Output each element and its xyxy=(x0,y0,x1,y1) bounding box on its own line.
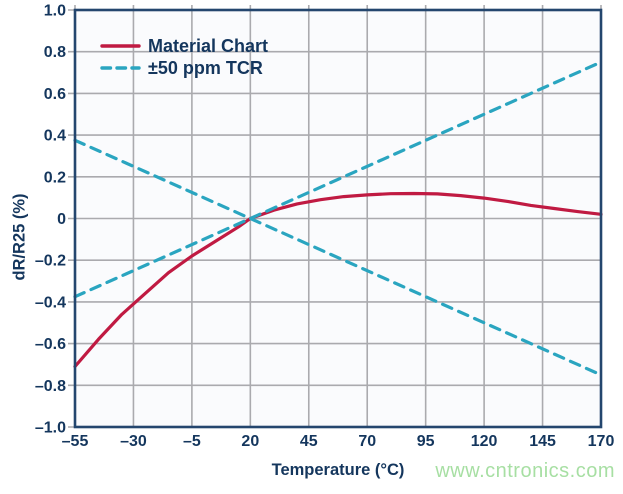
x-axis-title: Temperature (°C) xyxy=(271,461,405,479)
series-material-chart xyxy=(73,191,603,369)
x-tick-label: –5 xyxy=(183,433,201,450)
y-tick-label: –1.0 xyxy=(35,420,66,437)
y-tick-label: 1.0 xyxy=(44,3,66,20)
y-tick-label: 0 xyxy=(57,211,66,228)
y-tick-label: –0.2 xyxy=(35,253,66,270)
y-tick-label: –0.4 xyxy=(35,294,66,311)
x-tick-label: –30 xyxy=(120,433,147,450)
x-tick-label: 95 xyxy=(417,433,435,450)
legend-label-material-chart: Material Chart xyxy=(148,36,268,56)
series-50-ppm-tcr xyxy=(73,60,603,299)
x-tick-label: 20 xyxy=(241,433,259,450)
legend: Material Chart±50 ppm TCR xyxy=(100,36,268,78)
y-tick-label: –0.6 xyxy=(35,336,66,353)
legend-label-50-ppm-tcr: ±50 ppm TCR xyxy=(148,58,263,78)
y-axis-title: dR/R25 (%) xyxy=(10,193,29,281)
x-tick-label: 145 xyxy=(529,433,556,450)
x-tick-label: –55 xyxy=(62,433,89,450)
x-tick-label: 120 xyxy=(471,433,498,450)
plot-frame xyxy=(73,8,603,429)
y-tick-label: 0.2 xyxy=(44,169,66,186)
y-tick-label: 0.6 xyxy=(44,86,66,103)
series-50-ppm-tcr xyxy=(73,138,603,377)
watermark-text: www.cntronics.com xyxy=(435,460,615,482)
y-tick-label: 0.8 xyxy=(44,44,66,61)
y-tick-label: 0.4 xyxy=(44,128,66,145)
x-tick-label: 70 xyxy=(358,433,376,450)
x-tick-label: 45 xyxy=(300,433,318,450)
y-tick-label: –0.8 xyxy=(35,378,66,395)
x-tick-label: 170 xyxy=(588,433,615,450)
